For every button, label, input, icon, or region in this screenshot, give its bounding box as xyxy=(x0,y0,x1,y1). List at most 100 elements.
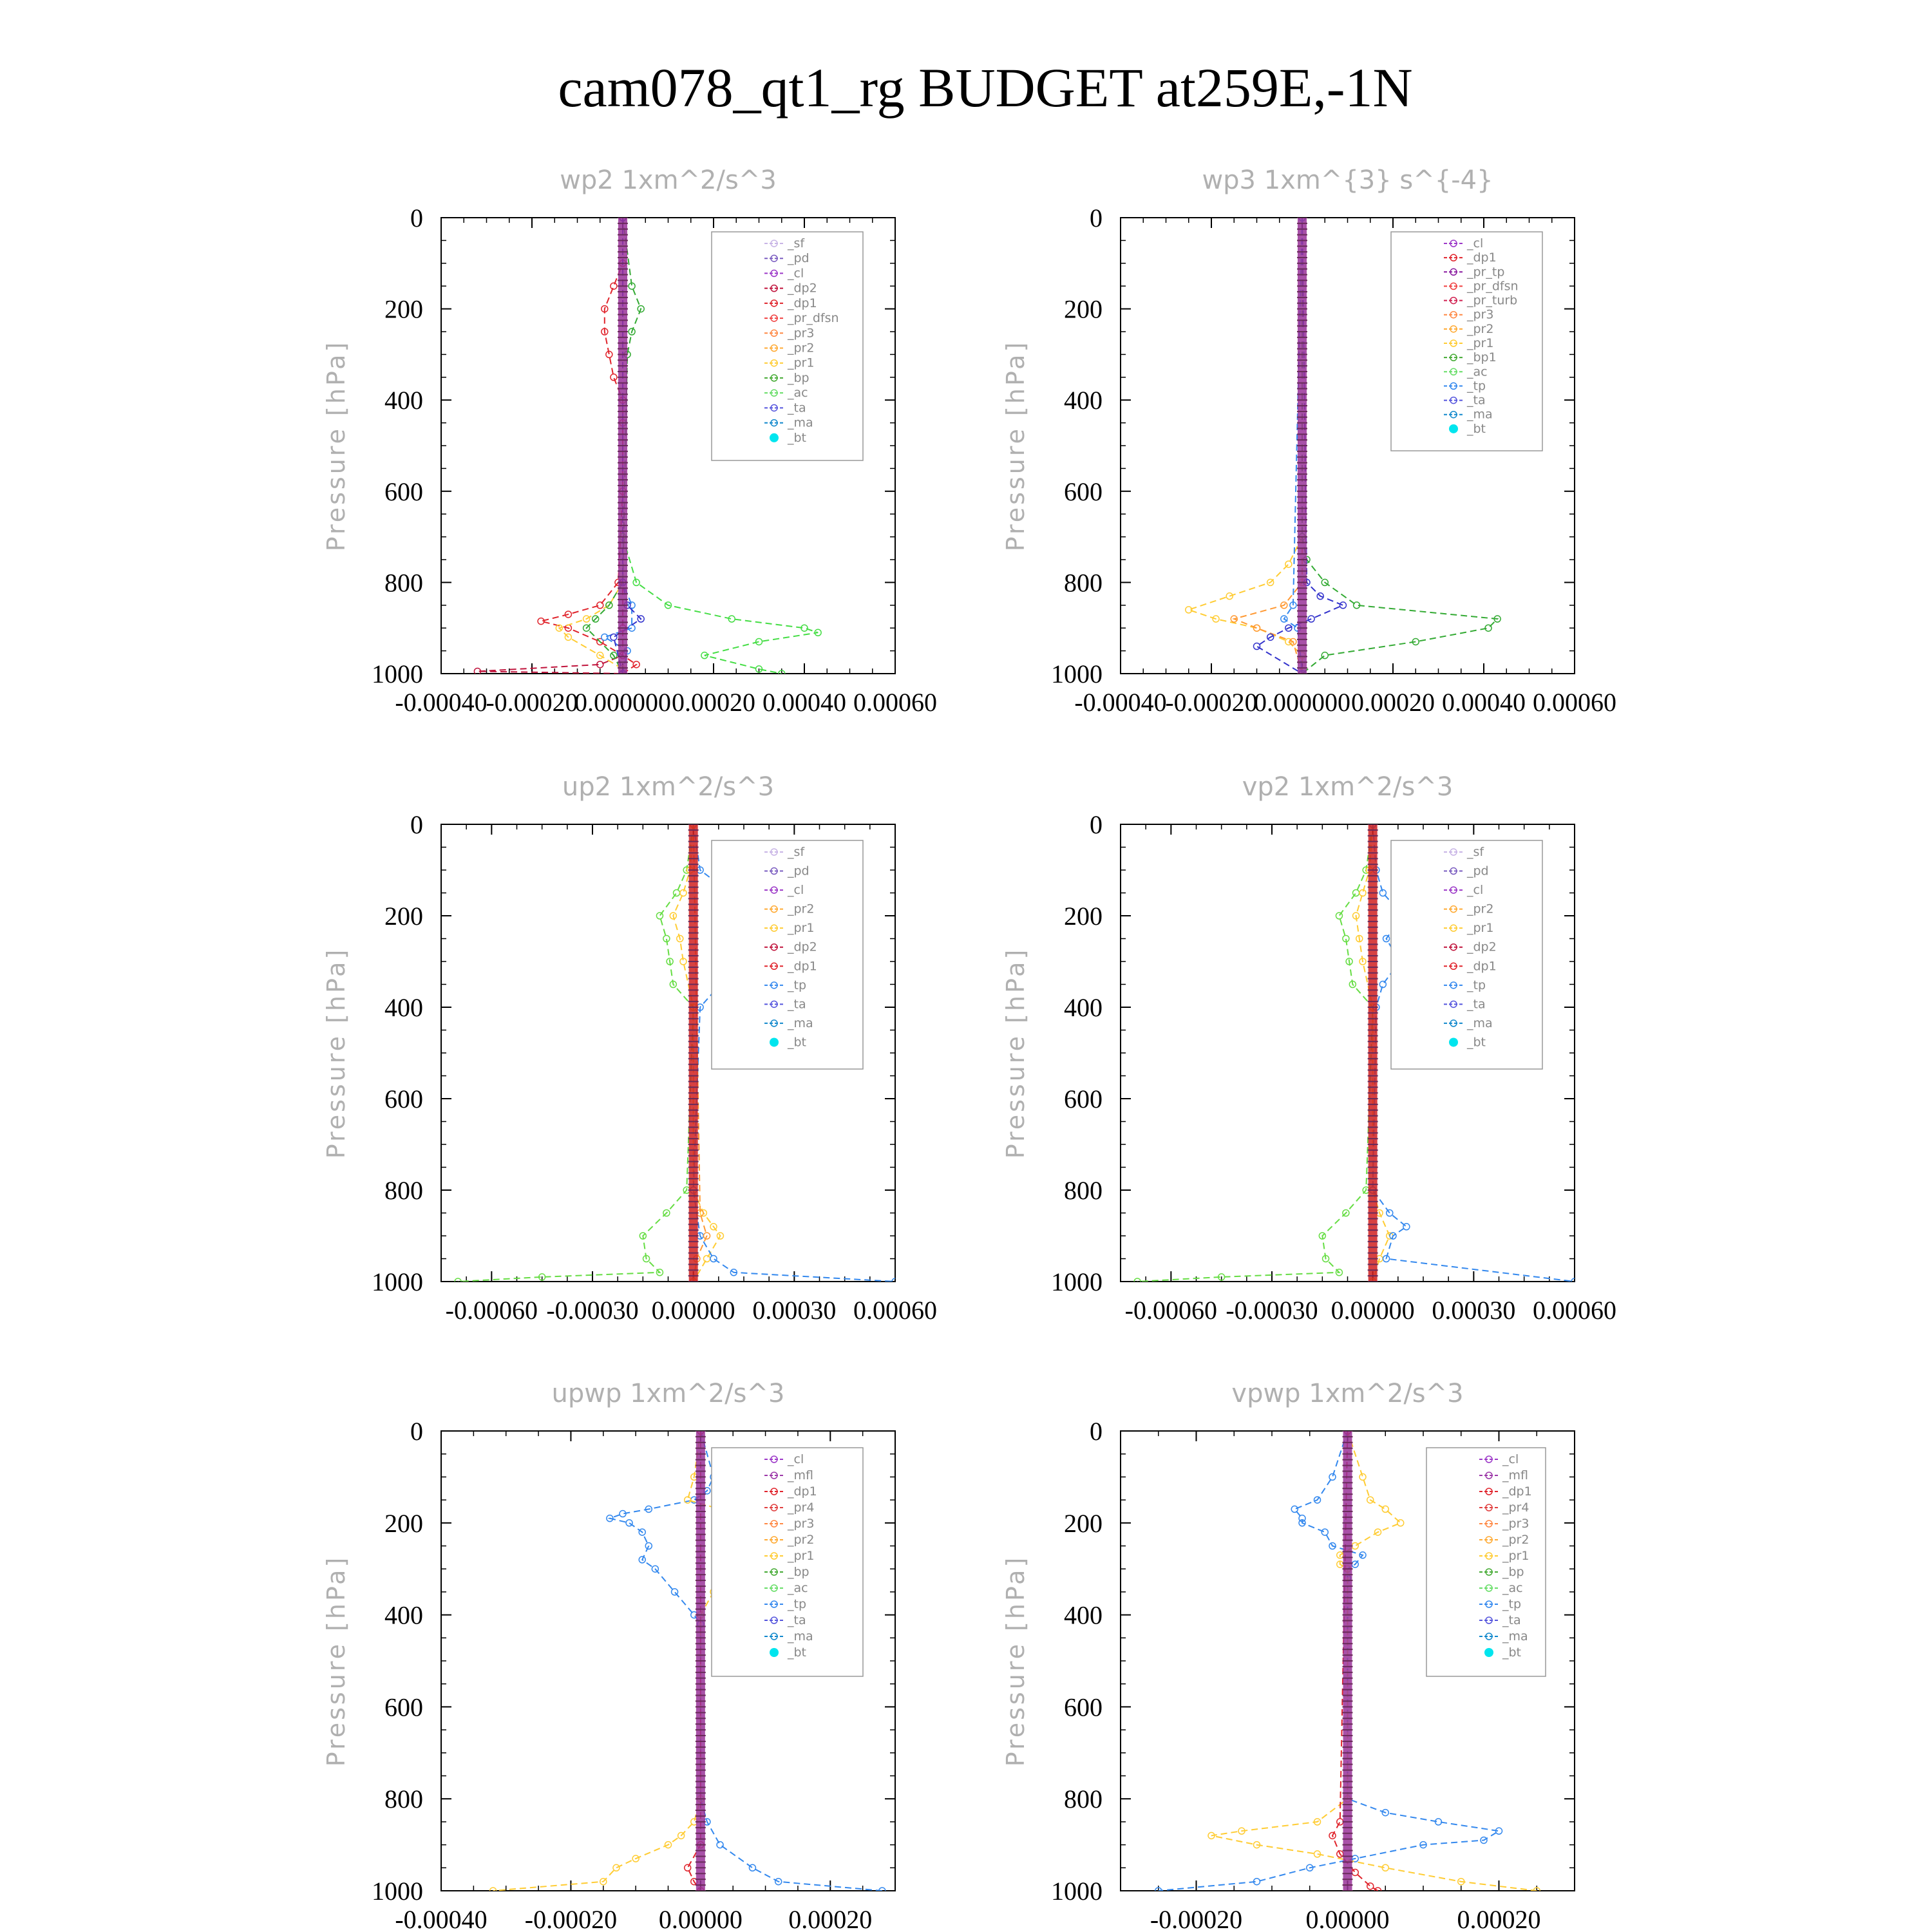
legend-marker xyxy=(1450,962,1457,971)
data-point xyxy=(1359,958,1367,965)
legend-item: _bp xyxy=(1479,1565,1524,1579)
legend-item: _dp2 xyxy=(1444,940,1497,954)
plot-area xyxy=(1155,1431,1540,1891)
legend-item: _tp xyxy=(764,978,806,992)
legend-item: _ma xyxy=(1444,408,1493,422)
series-line xyxy=(1137,824,1374,1282)
legend-label: _ac xyxy=(1466,365,1488,379)
legend-label: _ac xyxy=(1502,1581,1523,1595)
data-point xyxy=(679,958,687,965)
x-tick-label: 0.00000 xyxy=(1306,1905,1390,1932)
legend-marker xyxy=(1450,848,1457,856)
y-tick-label: 0 xyxy=(1090,1417,1103,1446)
data-point xyxy=(676,934,684,943)
legend-label: _pr_tp xyxy=(1466,265,1504,279)
y-tick-label: 200 xyxy=(384,1509,423,1538)
legend-marker xyxy=(1450,268,1457,276)
data-point xyxy=(1386,1209,1394,1217)
data-point xyxy=(730,1269,738,1276)
series-pr1 xyxy=(489,1431,750,1891)
y-tick-label: 800 xyxy=(1064,1176,1103,1205)
data-point xyxy=(1217,1273,1226,1281)
legend-label: _pr1 xyxy=(787,921,814,935)
y-tick-label: 0 xyxy=(1090,204,1103,232)
legend-marker xyxy=(1485,1472,1493,1479)
series-pr1 xyxy=(1185,218,1306,674)
panel-title: upwp 1xm^2/s^3 xyxy=(552,1379,785,1408)
data-point xyxy=(601,305,609,313)
legend-marker xyxy=(770,1019,778,1027)
data-point xyxy=(1457,1877,1465,1886)
data-point xyxy=(564,611,573,618)
legend-marker xyxy=(1485,1455,1493,1463)
legend-label: _ma xyxy=(787,1629,813,1643)
data-point xyxy=(716,1232,724,1240)
data-point xyxy=(1329,1832,1336,1840)
data-point xyxy=(591,615,600,623)
data-point xyxy=(1185,606,1193,614)
y-tick-label: 600 xyxy=(1064,1692,1103,1721)
legend-item: _ta xyxy=(1444,393,1486,408)
legend-item: _tp xyxy=(1479,1597,1521,1611)
legend-label: _bt xyxy=(787,1645,806,1660)
data-point xyxy=(1313,1818,1321,1826)
x-tick-label: -0.00040 xyxy=(395,1905,487,1932)
data-point xyxy=(632,578,640,587)
data-point xyxy=(666,958,674,965)
data-point xyxy=(1321,1255,1330,1263)
legend-label: _pr4 xyxy=(1502,1501,1529,1515)
data-point xyxy=(610,633,618,641)
panel-title: vpwp 1xm^2/s^3 xyxy=(1231,1379,1463,1408)
y-tick-label: 200 xyxy=(1064,902,1103,931)
legend-item: _ta xyxy=(1479,1613,1521,1627)
y-axis-label: Pressure [hPa] xyxy=(1001,947,1030,1159)
legend-label: _pd xyxy=(787,864,810,878)
legend-label: _pr2 xyxy=(787,341,814,355)
chart-panel-6: vpwp 1xm^2/s^3 Pressure [hPa] 0 200 400 600 80… xyxy=(1001,1379,1575,1932)
y-tick-label: 600 xyxy=(1064,1084,1103,1113)
legend-item: _ta xyxy=(1444,997,1486,1011)
data-point xyxy=(1403,1223,1410,1231)
legend-label: _pr3 xyxy=(787,1517,814,1531)
legend-label: _dp2 xyxy=(787,940,817,954)
legend-item: _pr3 xyxy=(764,1517,814,1531)
data-point xyxy=(610,282,618,290)
legend-marker xyxy=(1450,382,1457,390)
data-point xyxy=(651,1565,659,1573)
legend-item: _ta xyxy=(764,401,806,415)
data-point xyxy=(1367,1882,1374,1890)
data-point xyxy=(537,617,545,625)
legend-label: _dp1 xyxy=(787,959,817,973)
y-tick-label: 200 xyxy=(1064,295,1103,324)
legend-marker xyxy=(1450,886,1457,894)
legend-label: _tp xyxy=(1502,1597,1521,1611)
legend-item: _dp1 xyxy=(1444,251,1497,265)
data-point xyxy=(601,328,609,336)
legend-item: _pr2 xyxy=(764,1533,814,1547)
legend-item: _bp xyxy=(764,371,810,385)
x-tick-label: 0.00060 xyxy=(853,1296,937,1325)
legend-item: _pd xyxy=(1444,864,1489,878)
legend-item: _ma xyxy=(764,1629,813,1643)
chart-panels: wp2 1xm^2/s^3 Pressure [hPa] 0 200 400 600 800… xyxy=(322,166,1616,1932)
x-tick-label: -0.00030 xyxy=(1226,1296,1318,1325)
series-line xyxy=(1355,824,1390,1282)
legend-marker xyxy=(770,886,778,894)
legend-label: _cl xyxy=(1466,236,1483,251)
legend-marker xyxy=(770,329,778,337)
data-point xyxy=(1381,1864,1389,1872)
legend-item: _dp2 xyxy=(764,940,817,954)
series-dp1 xyxy=(1133,824,1377,1282)
data-point xyxy=(628,282,636,290)
legend-label: _ma xyxy=(1502,1629,1528,1643)
legend-label: _pr1 xyxy=(787,356,814,370)
legend-item: _pr2 xyxy=(1444,902,1493,916)
y-tick-label: 1000 xyxy=(1051,1877,1103,1906)
legend-label: _pr_dfsn xyxy=(787,311,839,325)
legend-marker xyxy=(1485,1488,1493,1495)
x-tick-label: 0.00020 xyxy=(672,688,755,717)
legend-marker xyxy=(770,962,778,971)
legend-marker xyxy=(1450,924,1457,932)
data-point xyxy=(1484,624,1492,632)
legend-label: _pr2 xyxy=(787,902,814,916)
